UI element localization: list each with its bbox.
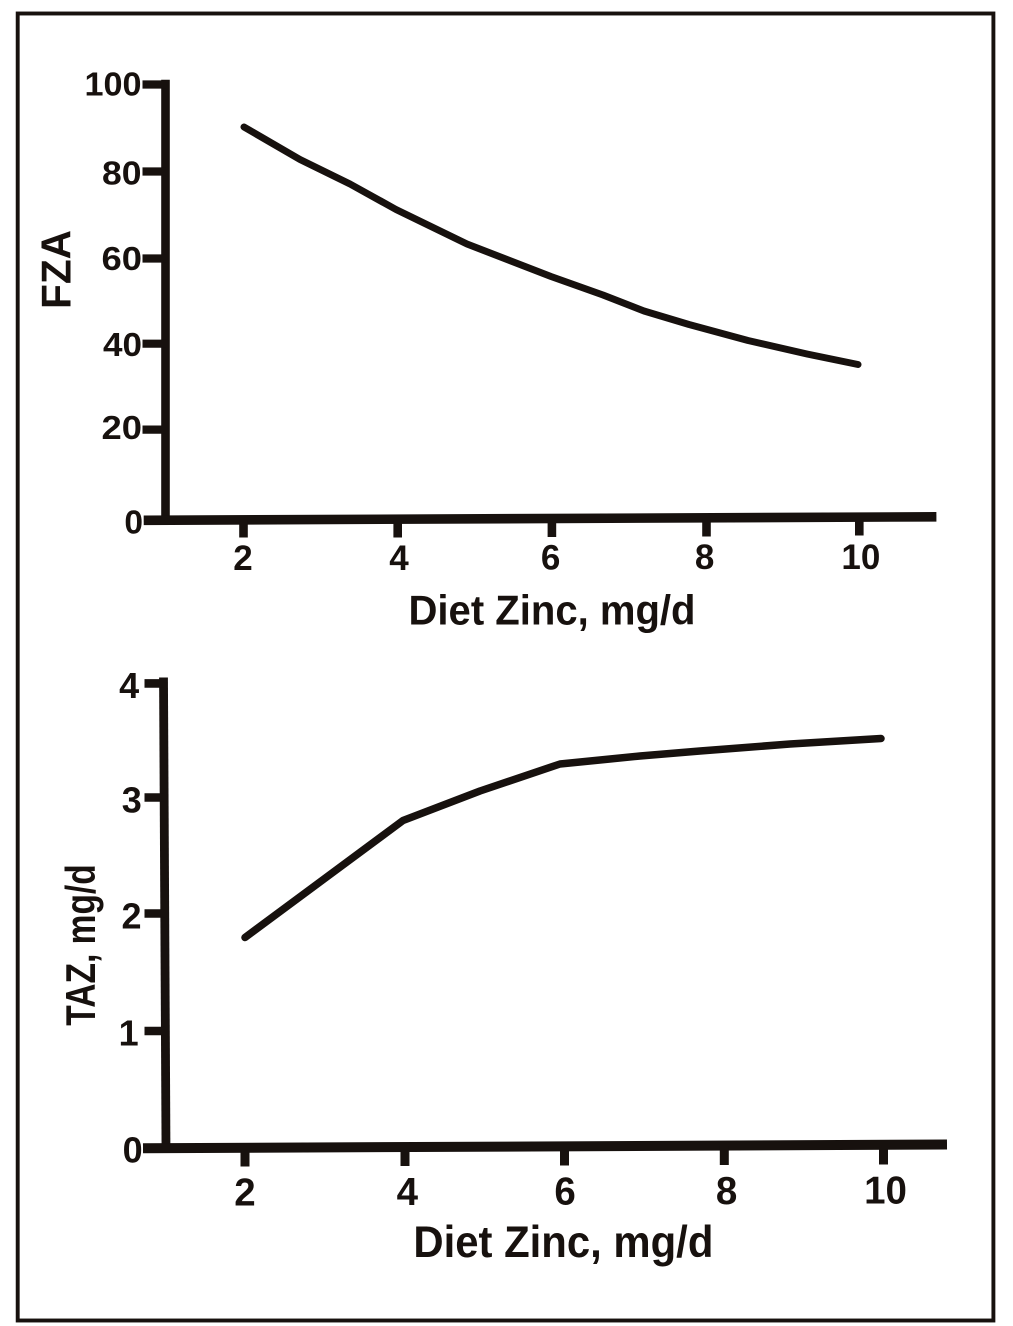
- svg-text:2: 2: [234, 1172, 255, 1215]
- svg-text:10: 10: [864, 1170, 907, 1213]
- svg-text:2: 2: [121, 896, 141, 937]
- svg-text:3: 3: [122, 780, 142, 821]
- svg-text:100: 100: [85, 65, 142, 102]
- svg-text:Diet Zinc, mg/d: Diet Zinc, mg/d: [413, 1218, 713, 1267]
- svg-text:8: 8: [716, 1170, 737, 1213]
- svg-text:1: 1: [119, 1012, 139, 1053]
- svg-text:FZA: FZA: [32, 230, 79, 309]
- svg-text:4: 4: [397, 1171, 419, 1214]
- svg-text:80: 80: [102, 154, 142, 191]
- svg-text:6: 6: [554, 1171, 575, 1214]
- svg-text:60: 60: [102, 240, 143, 277]
- svg-text:2: 2: [233, 539, 252, 578]
- svg-text:10: 10: [841, 538, 880, 577]
- svg-text:Diet Zinc, mg/d: Diet Zinc, mg/d: [409, 586, 696, 633]
- svg-text:6: 6: [541, 539, 560, 578]
- svg-text:0: 0: [124, 505, 143, 542]
- svg-text:TAZ, mg/d: TAZ, mg/d: [57, 864, 104, 1026]
- svg-text:8: 8: [695, 538, 714, 577]
- svg-text:20: 20: [102, 409, 143, 446]
- svg-text:40: 40: [103, 326, 142, 363]
- svg-text:4: 4: [389, 539, 409, 578]
- svg-text:0: 0: [123, 1129, 143, 1170]
- svg-text:4: 4: [119, 665, 139, 706]
